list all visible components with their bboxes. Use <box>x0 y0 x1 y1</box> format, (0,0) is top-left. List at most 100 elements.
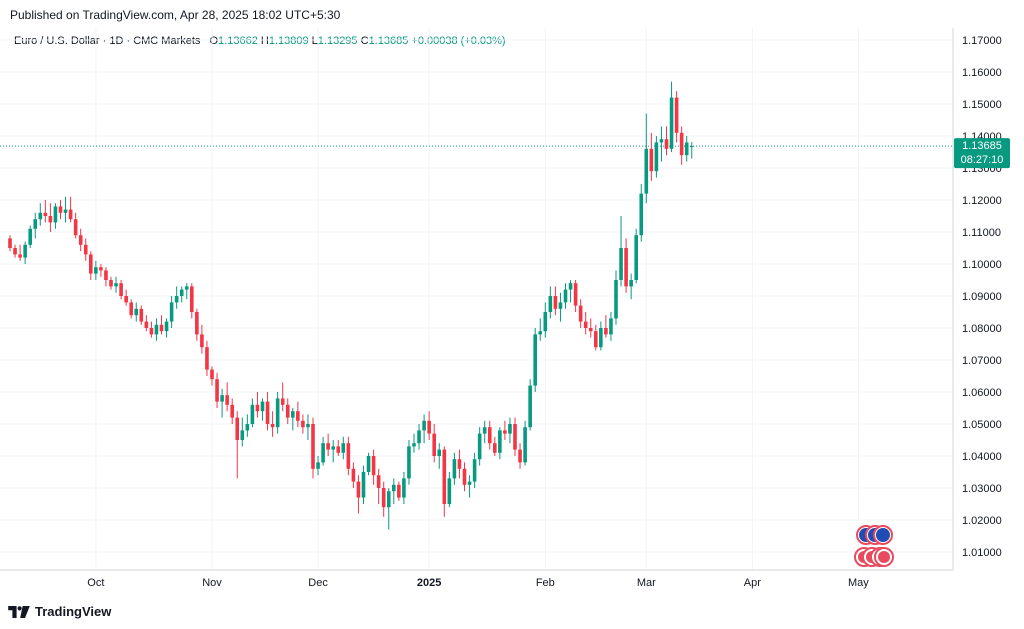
candle[interactable] <box>392 478 396 504</box>
candle[interactable] <box>114 276 118 293</box>
candle[interactable] <box>73 212 78 239</box>
candle[interactable] <box>89 251 93 280</box>
candle[interactable] <box>457 449 462 479</box>
candle[interactable] <box>68 196 73 223</box>
candle[interactable] <box>311 417 315 479</box>
candle[interactable] <box>346 436 351 476</box>
candle[interactable] <box>83 238 88 261</box>
candle[interactable] <box>225 382 229 412</box>
candle[interactable] <box>8 235 12 252</box>
candle[interactable] <box>659 126 664 162</box>
candle[interactable] <box>195 308 199 341</box>
candle[interactable] <box>200 324 204 354</box>
candle[interactable] <box>210 366 214 386</box>
news-flag-icons-eu[interactable] <box>856 525 893 545</box>
candle[interactable] <box>351 462 356 488</box>
candle[interactable] <box>513 417 517 456</box>
candle[interactable] <box>568 280 573 303</box>
candle[interactable] <box>13 244 17 258</box>
candle[interactable] <box>301 414 305 434</box>
candle[interactable] <box>336 440 341 456</box>
candle[interactable] <box>169 296 174 328</box>
candle[interactable] <box>119 280 123 300</box>
candle[interactable] <box>164 318 169 338</box>
candle[interactable] <box>321 436 325 466</box>
candle[interactable] <box>124 289 128 306</box>
candle[interactable] <box>594 324 598 351</box>
candle[interactable] <box>63 196 68 223</box>
candle[interactable] <box>386 488 391 530</box>
candle[interactable] <box>154 318 159 341</box>
candle[interactable] <box>280 382 285 412</box>
candle[interactable] <box>144 315 149 332</box>
candle[interactable] <box>220 388 224 418</box>
candle[interactable] <box>402 472 406 504</box>
candle[interactable] <box>407 440 411 485</box>
candle[interactable] <box>250 398 255 428</box>
candle[interactable] <box>285 398 290 424</box>
candle[interactable] <box>159 315 164 335</box>
candle[interactable] <box>578 299 583 328</box>
candle[interactable] <box>558 292 563 322</box>
candle[interactable] <box>689 142 694 159</box>
candle[interactable] <box>487 420 492 450</box>
candle[interactable] <box>331 440 335 463</box>
candle[interactable] <box>654 136 659 178</box>
candle[interactable] <box>149 321 154 338</box>
candle[interactable] <box>306 414 310 440</box>
candle[interactable] <box>518 443 522 469</box>
candle[interactable] <box>639 184 644 242</box>
candle[interactable] <box>366 452 371 476</box>
candle[interactable] <box>99 264 103 277</box>
candles[interactable] <box>8 81 694 530</box>
candle[interactable] <box>341 436 346 460</box>
candle[interactable] <box>296 401 300 428</box>
candle[interactable] <box>583 312 588 335</box>
candle[interactable] <box>184 283 189 300</box>
candle[interactable] <box>437 443 442 469</box>
candle[interactable] <box>371 449 376 485</box>
candle[interactable] <box>533 328 537 392</box>
candle[interactable] <box>427 411 431 440</box>
candle[interactable] <box>634 228 638 284</box>
candle[interactable] <box>674 91 679 143</box>
candle[interactable] <box>376 468 381 504</box>
candle[interactable] <box>215 372 219 408</box>
candle[interactable] <box>356 475 361 514</box>
candle[interactable] <box>498 427 502 460</box>
candle[interactable] <box>644 113 649 204</box>
candle[interactable] <box>624 238 628 293</box>
candle[interactable] <box>604 315 608 338</box>
candle[interactable] <box>432 424 436 463</box>
candle[interactable] <box>205 340 209 376</box>
candle[interactable] <box>291 408 295 431</box>
candle[interactable] <box>235 411 240 479</box>
candle[interactable] <box>109 276 113 290</box>
candle[interactable] <box>543 302 548 338</box>
candle[interactable] <box>23 241 27 264</box>
candle[interactable] <box>422 414 426 444</box>
time-axis[interactable]: Oct Nov Dec 2025 Feb Mar Apr May <box>87 577 869 589</box>
candle[interactable] <box>477 427 482 466</box>
candle[interactable] <box>472 452 477 488</box>
candle[interactable] <box>417 424 421 450</box>
candle[interactable] <box>619 216 623 287</box>
candle[interactable] <box>43 200 48 223</box>
candle[interactable] <box>508 417 512 444</box>
candle[interactable] <box>462 462 467 492</box>
candle[interactable] <box>275 392 280 434</box>
candle[interactable] <box>599 321 603 351</box>
candle[interactable] <box>58 200 63 220</box>
candle[interactable] <box>33 212 38 239</box>
candle[interactable] <box>190 283 194 319</box>
candle[interactable] <box>664 126 669 156</box>
candle[interactable] <box>230 398 234 424</box>
candle[interactable] <box>179 286 184 303</box>
candle[interactable] <box>94 260 98 280</box>
candle[interactable] <box>260 398 265 421</box>
candle[interactable] <box>548 286 553 319</box>
candle[interactable] <box>53 203 58 229</box>
candle[interactable] <box>503 420 507 440</box>
candle[interactable] <box>397 481 401 501</box>
candle[interactable] <box>588 318 593 338</box>
